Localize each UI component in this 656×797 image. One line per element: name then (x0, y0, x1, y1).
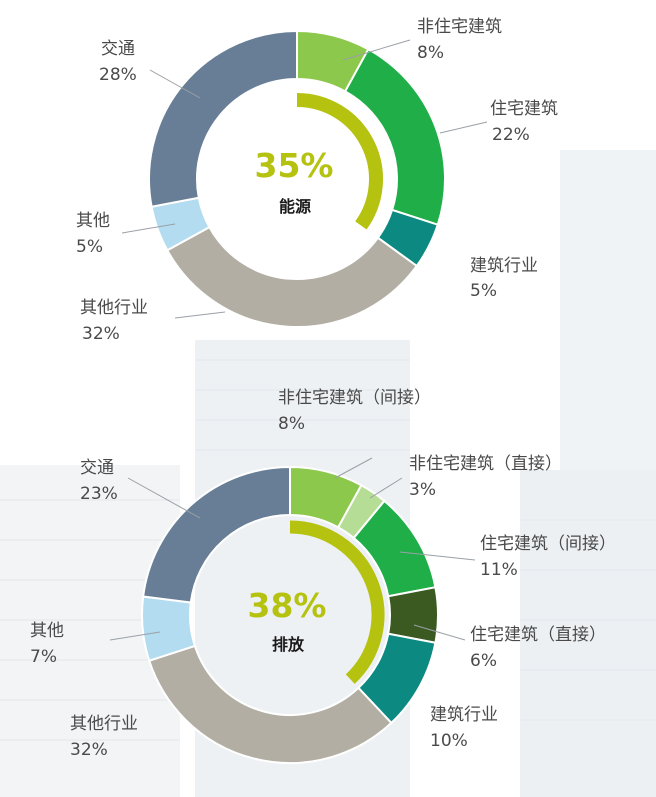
energy-pct-non-residential: 8% (417, 43, 444, 63)
energy-highlight-arc (296, 93, 383, 230)
emission-leader-line-2 (399, 551, 476, 561)
emission-label-other-industry: 其他行业 (70, 714, 138, 734)
emission-leader-line-7 (127, 477, 201, 519)
emission-label-res-direct: 住宅建筑（直接） (470, 625, 606, 645)
energy-leader-line-1 (439, 121, 488, 134)
emission-label-non-res-direct: 非住宅建筑（直接） (409, 454, 562, 474)
energy-label-other: 其他 (76, 211, 110, 231)
energy-center-label: 能源 (279, 197, 311, 216)
emission-slice-7 (142, 465, 291, 604)
energy-label-non-residential: 非住宅建筑 (417, 17, 502, 37)
emission-leader-line-6 (109, 631, 161, 641)
emission-center-label: 排放 (272, 635, 305, 654)
emission-pct-res-direct: 6% (470, 651, 497, 671)
emission-pct-transport: 23% (80, 484, 118, 504)
energy-label-other-industry: 其他行业 (80, 298, 148, 318)
energy-donut-chart: 35% 能源 非住宅建筑 8% 住宅建筑 22% 建筑行业 5% 其他行业 32… (76, 17, 558, 344)
emission-pct-non-res-direct: 3% (409, 480, 436, 500)
emission-label-transport: 交通 (80, 458, 114, 478)
emission-pct-res-indirect: 11% (480, 560, 518, 580)
energy-label-construction: 建筑行业 (470, 256, 538, 276)
emission-label-construction: 建筑行业 (430, 705, 498, 725)
emission-leader-line-3 (413, 624, 466, 641)
emission-donut-chart: 38% 排放 非住宅建筑（间接） 8% 非住宅建筑（直接） 3% 住宅建筑（间接… (30, 388, 616, 764)
energy-center-value: 35% (255, 146, 334, 185)
emission-label-non-res-indirect: 非住宅建筑（间接） (278, 388, 431, 408)
energy-pct-other-industry: 32% (82, 324, 120, 344)
emission-slice-5 (147, 644, 393, 764)
energy-leader-line-4 (121, 223, 176, 234)
energy-leader-line-5 (149, 69, 201, 99)
energy-pct-other: 5% (76, 237, 103, 257)
emission-leader-line-1 (369, 477, 403, 499)
emission-leader-line-0 (334, 457, 373, 479)
emission-highlight-arc (289, 520, 385, 684)
energy-pct-construction: 5% (470, 281, 497, 301)
energy-slice-5 (148, 29, 298, 208)
emission-pct-other-industry: 32% (70, 740, 108, 760)
energy-leader-line-0 (342, 39, 411, 61)
emission-center-value: 38% (248, 586, 327, 625)
energy-label-residential: 住宅建筑 (490, 99, 558, 119)
energy-pct-residential: 22% (492, 125, 530, 145)
emission-label-other: 其他 (30, 621, 64, 641)
energy-leader-line-3 (174, 311, 226, 319)
energy-label-transport: 交通 (101, 39, 135, 59)
emission-pct-other: 7% (30, 647, 57, 667)
emission-pct-non-res-indirect: 8% (278, 414, 305, 434)
energy-slice-3 (165, 225, 419, 328)
energy-pct-transport: 28% (99, 65, 137, 85)
emission-label-res-indirect: 住宅建筑（间接） (480, 534, 616, 554)
emission-pct-construction: 10% (430, 731, 468, 751)
